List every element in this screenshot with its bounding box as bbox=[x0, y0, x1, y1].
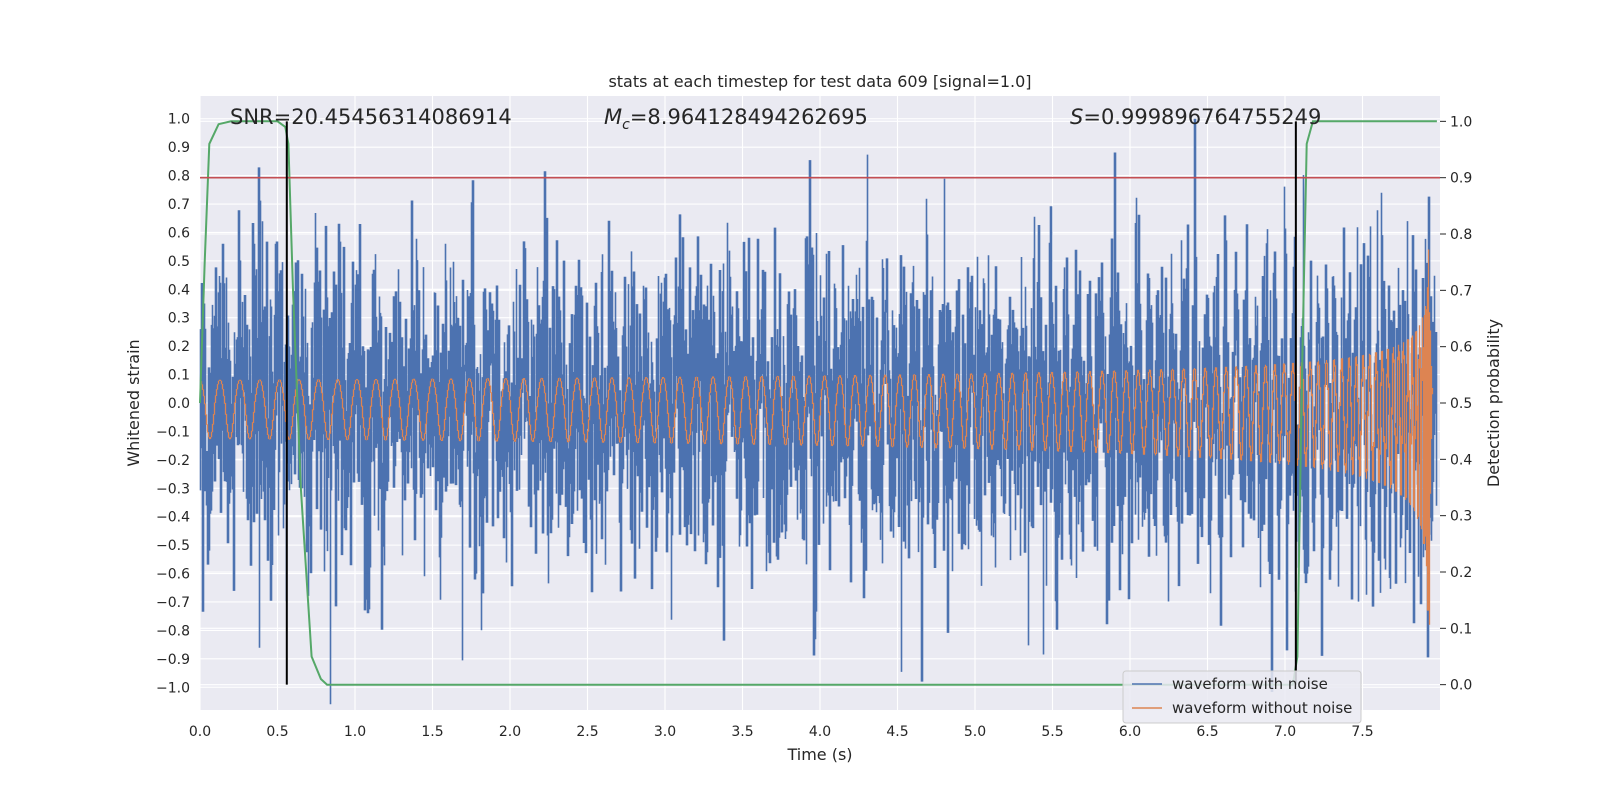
y-tick-label: −0.2 bbox=[156, 453, 190, 469]
y2-tick-label: 0.4 bbox=[1450, 452, 1472, 468]
x-tick-label: 6.5 bbox=[1196, 724, 1218, 740]
y2-tick-label: 0.1 bbox=[1450, 621, 1472, 637]
y-tick-label: 0.4 bbox=[168, 282, 190, 298]
y-tick-label: 1.0 bbox=[168, 112, 190, 128]
x-tick-label: 6.0 bbox=[1119, 724, 1141, 740]
y-tick-label: 0.7 bbox=[168, 197, 190, 213]
reference-lines bbox=[200, 121, 1440, 685]
score-annotation: S=0.999896764755249 bbox=[1070, 105, 1321, 129]
x-tick-label: 3.5 bbox=[731, 724, 753, 740]
x-axis-label: Time (s) bbox=[786, 745, 852, 764]
y-tick-label: 0.5 bbox=[168, 254, 190, 270]
legend-label-noise: waveform with noise bbox=[1172, 675, 1328, 693]
legend-box bbox=[1122, 670, 1362, 724]
x-axis-ticks: 0.0 0.5 1.0 1.5 2.0 2.5 3.0 3.5 4.0 4.5 5.0 5.5 6.0 6… bbox=[189, 724, 1374, 740]
x-tick-label: 3.0 bbox=[654, 724, 676, 740]
y-tick-label: 0.0 bbox=[168, 396, 190, 412]
snr-annotation: SNR=20.45456314086914 bbox=[230, 105, 512, 129]
y-tick-label: −1.0 bbox=[156, 680, 190, 696]
y-tick-label: −0.5 bbox=[156, 538, 190, 554]
x-tick-label: 7.0 bbox=[1274, 724, 1296, 740]
y2-tick-label: 0.8 bbox=[1450, 227, 1472, 243]
series-detection-probability bbox=[199, 120, 1437, 686]
y-tick-label: 0.3 bbox=[168, 311, 190, 327]
y-tick-label: −0.3 bbox=[156, 481, 190, 497]
y-tick-label: 0.1 bbox=[168, 368, 190, 384]
y2-axis-ticks: 1.0 0.9 0.8 0.7 0.6 0.5 0.4 0.3 0.2 0.1 0.0 bbox=[1440, 114, 1472, 694]
noise-trace bbox=[199, 118, 1438, 705]
y-tick-label: 0.9 bbox=[168, 140, 190, 156]
y2-tick-label: 0.5 bbox=[1450, 396, 1472, 412]
y-axis-ticks: 1.0 0.9 0.8 0.7 0.6 0.5 0.4 0.3 0.2 0.1 0.0 −0.1 −0.… bbox=[156, 112, 190, 697]
x-tick-label: 4.0 bbox=[809, 724, 831, 740]
chirp-mass-annotation: Mc=8.964128494262695 bbox=[604, 105, 868, 133]
y2-tick-label: 0.7 bbox=[1450, 283, 1472, 299]
y2-tick-label: 0.3 bbox=[1450, 509, 1472, 525]
y-tick-label: −0.9 bbox=[156, 652, 190, 668]
x-tick-label: 2.0 bbox=[499, 724, 521, 740]
y-tick-label: −0.7 bbox=[156, 595, 190, 611]
x-tick-label: 1.0 bbox=[344, 724, 366, 740]
x-tick-label: 7.5 bbox=[1351, 724, 1373, 740]
y-tick-label: −0.8 bbox=[156, 623, 190, 639]
y-tick-label: −0.1 bbox=[156, 424, 190, 440]
chart-title: stats at each timestep for test data 609… bbox=[608, 72, 1031, 91]
x-tick-label: 4.5 bbox=[886, 724, 908, 740]
y-tick-label: 0.2 bbox=[168, 339, 190, 355]
x-tick-label: 5.0 bbox=[964, 724, 986, 740]
detection-probability-line bbox=[199, 120, 1437, 686]
y-tick-label: −0.4 bbox=[156, 510, 190, 526]
y-tick-label: 0.8 bbox=[168, 169, 190, 185]
y2-axis-label: Detection probability bbox=[1484, 319, 1503, 487]
y-tick-label: −0.6 bbox=[156, 567, 190, 583]
x-tick-label: 1.5 bbox=[421, 724, 443, 740]
series-waveform-with-noise bbox=[199, 118, 1438, 705]
x-tick-label: 2.5 bbox=[576, 724, 598, 740]
x-tick-label: 0.5 bbox=[266, 724, 288, 740]
legend: waveform with noise waveform without noi… bbox=[1122, 670, 1362, 724]
x-tick-label: 5.5 bbox=[1041, 724, 1063, 740]
y2-tick-label: 0.2 bbox=[1450, 565, 1472, 581]
y2-tick-label: 0.9 bbox=[1450, 171, 1472, 187]
y2-tick-label: 0.0 bbox=[1450, 678, 1472, 694]
y2-tick-label: 1.0 bbox=[1450, 114, 1472, 130]
y-axis-label: Whitened strain bbox=[124, 339, 143, 466]
y-tick-label: 0.6 bbox=[168, 225, 190, 241]
legend-label-clean: waveform without noise bbox=[1172, 699, 1352, 717]
y2-tick-label: 0.6 bbox=[1450, 340, 1472, 356]
x-tick-label: 0.0 bbox=[189, 724, 211, 740]
